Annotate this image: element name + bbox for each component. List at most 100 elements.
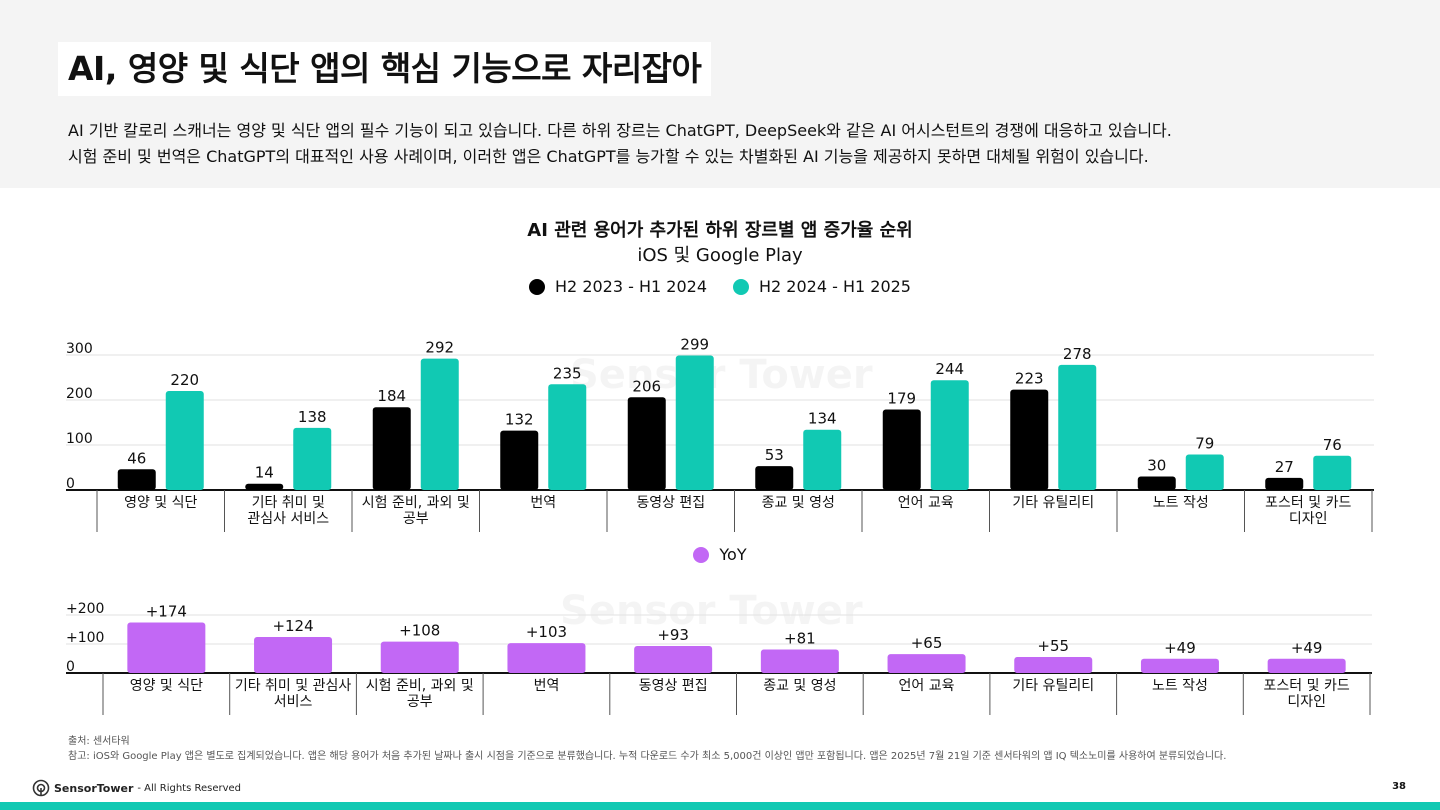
bar — [1185, 454, 1224, 490]
bar — [1265, 477, 1304, 490]
bar — [500, 430, 539, 490]
legend-item: H2 2024 - H1 2025 — [733, 277, 911, 296]
data-label: 244 — [935, 360, 964, 378]
category-label: 언어 교육 — [899, 678, 955, 694]
intro-text: AI 기반 칼로리 스캐너는 영양 및 식단 앱의 필수 기능이 되고 있습니다… — [68, 118, 1408, 170]
data-label: 79 — [1195, 434, 1214, 452]
brand-name: SensorTower — [54, 781, 134, 795]
bar — [372, 407, 411, 490]
data-label: 235 — [553, 364, 582, 382]
bar — [380, 641, 459, 673]
bar — [675, 355, 714, 490]
y-tick-label: +200 — [66, 601, 104, 617]
category-label: 종교 및 영성 — [762, 495, 835, 511]
data-label: +108 — [399, 622, 440, 640]
legend-swatch-purple — [693, 546, 710, 563]
category-label: 기타 취미 및 관심사 — [235, 678, 352, 694]
bottom-accent-bar — [0, 802, 1440, 810]
bar — [548, 384, 587, 490]
category-label: 시험 준비, 과외 및 — [366, 678, 474, 694]
bar — [1014, 657, 1093, 673]
legend-label: YoY — [719, 545, 747, 564]
y-tick-label: 100 — [66, 431, 93, 447]
bar — [1137, 476, 1176, 490]
legend-label: H2 2023 - H1 2024 — [555, 277, 707, 296]
intro-line-2: 시험 준비 및 번역은 ChatGPT의 대표적인 사용 사례이며, 이러한 앱… — [68, 147, 1149, 166]
bar — [760, 649, 839, 673]
data-label: 14 — [255, 464, 274, 482]
data-label: 134 — [808, 410, 837, 428]
bar — [1313, 455, 1352, 490]
bar — [1267, 658, 1346, 673]
data-label: 76 — [1323, 436, 1342, 454]
category-label: 종교 및 영성 — [763, 678, 836, 694]
legend-label: H2 2024 - H1 2025 — [759, 277, 911, 296]
category-label: 동영상 편집 — [639, 678, 708, 694]
y-tick-label: +100 — [66, 630, 104, 646]
bar — [887, 654, 966, 673]
bar — [1010, 389, 1049, 490]
bar — [930, 380, 969, 490]
bar — [1058, 364, 1097, 490]
bar — [165, 391, 204, 490]
category-label: 포스터 및 카드 — [1265, 495, 1351, 511]
category-label: 번역 — [534, 678, 560, 694]
bar — [882, 409, 921, 490]
chart-title: AI 관련 용어가 추가된 하위 장르별 앱 증가율 순위 — [527, 220, 913, 241]
data-label: +49 — [1164, 639, 1196, 657]
bar — [293, 427, 332, 490]
data-label: 27 — [1275, 458, 1294, 476]
bar — [803, 429, 842, 490]
bar — [507, 643, 586, 673]
data-label: +49 — [1291, 639, 1323, 657]
bar — [420, 358, 459, 490]
source-note: 출처: 센서타워 — [68, 736, 130, 747]
category-label: 공부 — [403, 511, 429, 527]
chart-legend: H2 2023 - H1 2024 H2 2024 - H1 2025 — [0, 277, 1440, 296]
bar — [254, 637, 333, 673]
intro-line-1: AI 기반 칼로리 스캐너는 영양 및 식단 앱의 필수 기능이 되고 있습니다… — [68, 121, 1172, 140]
category-label: 노트 작성 — [1152, 678, 1208, 694]
category-label: 영양 및 식단 — [130, 678, 203, 694]
y-tick-label: 0 — [66, 659, 75, 675]
category-label: 디자인 — [1289, 511, 1328, 527]
bar — [634, 646, 713, 673]
page-title: AI, 영양 및 식단 앱의 핵심 기능으로 자리잡아 — [58, 42, 712, 96]
data-label: 206 — [632, 377, 661, 395]
data-label: +93 — [657, 626, 689, 644]
data-label: 138 — [298, 408, 327, 426]
rights-text: - All Rights Reserved — [137, 782, 242, 794]
data-label: 220 — [170, 371, 199, 389]
category-label: 언어 교육 — [898, 495, 954, 511]
data-label: 184 — [377, 387, 406, 405]
category-label: 동영상 편집 — [636, 495, 705, 511]
bar — [117, 469, 156, 490]
data-label: +103 — [526, 623, 567, 641]
category-label: 영양 및 식단 — [124, 495, 197, 511]
category-label: 기타 유틸리티 — [1012, 678, 1094, 694]
chart-subtitle: iOS 및 Google Play — [637, 245, 803, 266]
bar — [245, 483, 284, 490]
category-label: 디자인 — [1287, 694, 1326, 710]
data-label: +81 — [784, 630, 816, 648]
category-label: 기타 취미 및 — [252, 495, 325, 511]
sensor-tower-logo-icon — [32, 779, 50, 797]
footer-brand: SensorTower - All Rights Reserved — [32, 779, 241, 797]
data-label: 46 — [127, 449, 146, 467]
data-label: +124 — [272, 617, 313, 635]
category-label: 서비스 — [274, 694, 313, 710]
footnotes: 출처: 센서타워 참고: iOS와 Google Play 앱은 별도로 집계되… — [68, 734, 1226, 764]
reference-note: 참고: iOS와 Google Play 앱은 별도로 집계되었습니다. 앱은 … — [68, 751, 1227, 762]
category-label: 번역 — [530, 495, 556, 511]
category-label: 공부 — [407, 694, 433, 710]
data-label: +174 — [146, 603, 187, 621]
legend-item: H2 2023 - H1 2024 — [529, 277, 707, 296]
legend-swatch-black — [529, 278, 546, 295]
data-label: 132 — [505, 411, 534, 429]
data-label: 53 — [765, 446, 784, 464]
y-tick-label: 200 — [66, 386, 93, 402]
data-label: 179 — [887, 389, 916, 407]
y-tick-label: 300 — [66, 341, 93, 357]
category-label: 관심사 서비스 — [247, 511, 329, 527]
